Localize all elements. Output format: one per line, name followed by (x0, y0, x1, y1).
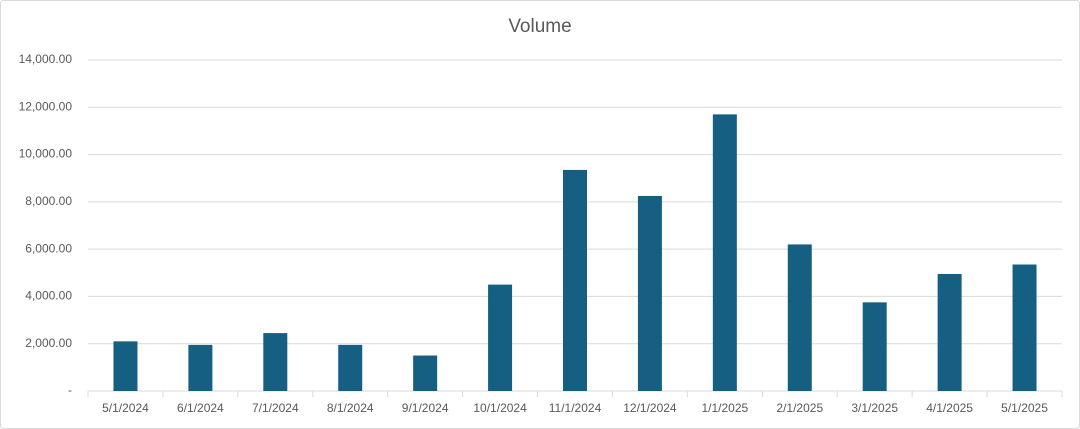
bar (488, 284, 513, 391)
bar (563, 169, 587, 391)
x-tick-label: 4/1/2025 (926, 401, 973, 415)
x-tick-label: 2/1/2025 (776, 401, 823, 415)
x-tick-label: 3/1/2025 (851, 401, 898, 415)
bar (1012, 264, 1037, 391)
x-tick-label: 11/1/2024 (549, 401, 602, 415)
bar (188, 344, 213, 391)
bar (263, 333, 288, 391)
y-tick-label: 14,000.00 (19, 52, 73, 66)
x-tick-label: 5/1/2024 (102, 401, 149, 415)
x-tick-label: 10/1/2024 (473, 401, 527, 415)
y-tick-label: 2,000.00 (25, 336, 72, 350)
bar (937, 273, 962, 391)
bar (637, 195, 662, 391)
bar (712, 114, 737, 391)
bar (113, 341, 138, 391)
y-tick-label: 4,000.00 (25, 289, 72, 303)
x-tick-label: 7/1/2024 (252, 401, 299, 415)
x-tick-label: 5/1/2025 (1001, 401, 1048, 415)
x-tick-label: 6/1/2024 (177, 401, 224, 415)
y-tick-label: 6,000.00 (25, 241, 72, 255)
chart-title: Volume (508, 16, 571, 37)
x-tick-label: 9/1/2024 (402, 401, 449, 415)
bar (413, 355, 438, 391)
bar (862, 302, 887, 391)
bar (787, 244, 812, 391)
x-tick-label: 12/1/2024 (623, 401, 677, 415)
x-tick-label: 1/1/2025 (701, 401, 748, 415)
y-tick-label: 10,000.00 (19, 147, 73, 161)
y-tick-label: - (68, 383, 72, 397)
bar (338, 344, 363, 391)
x-tick-label: 8/1/2024 (327, 401, 374, 415)
y-tick-label: 8,000.00 (25, 194, 72, 208)
y-tick-label: 12,000.00 (19, 99, 73, 113)
